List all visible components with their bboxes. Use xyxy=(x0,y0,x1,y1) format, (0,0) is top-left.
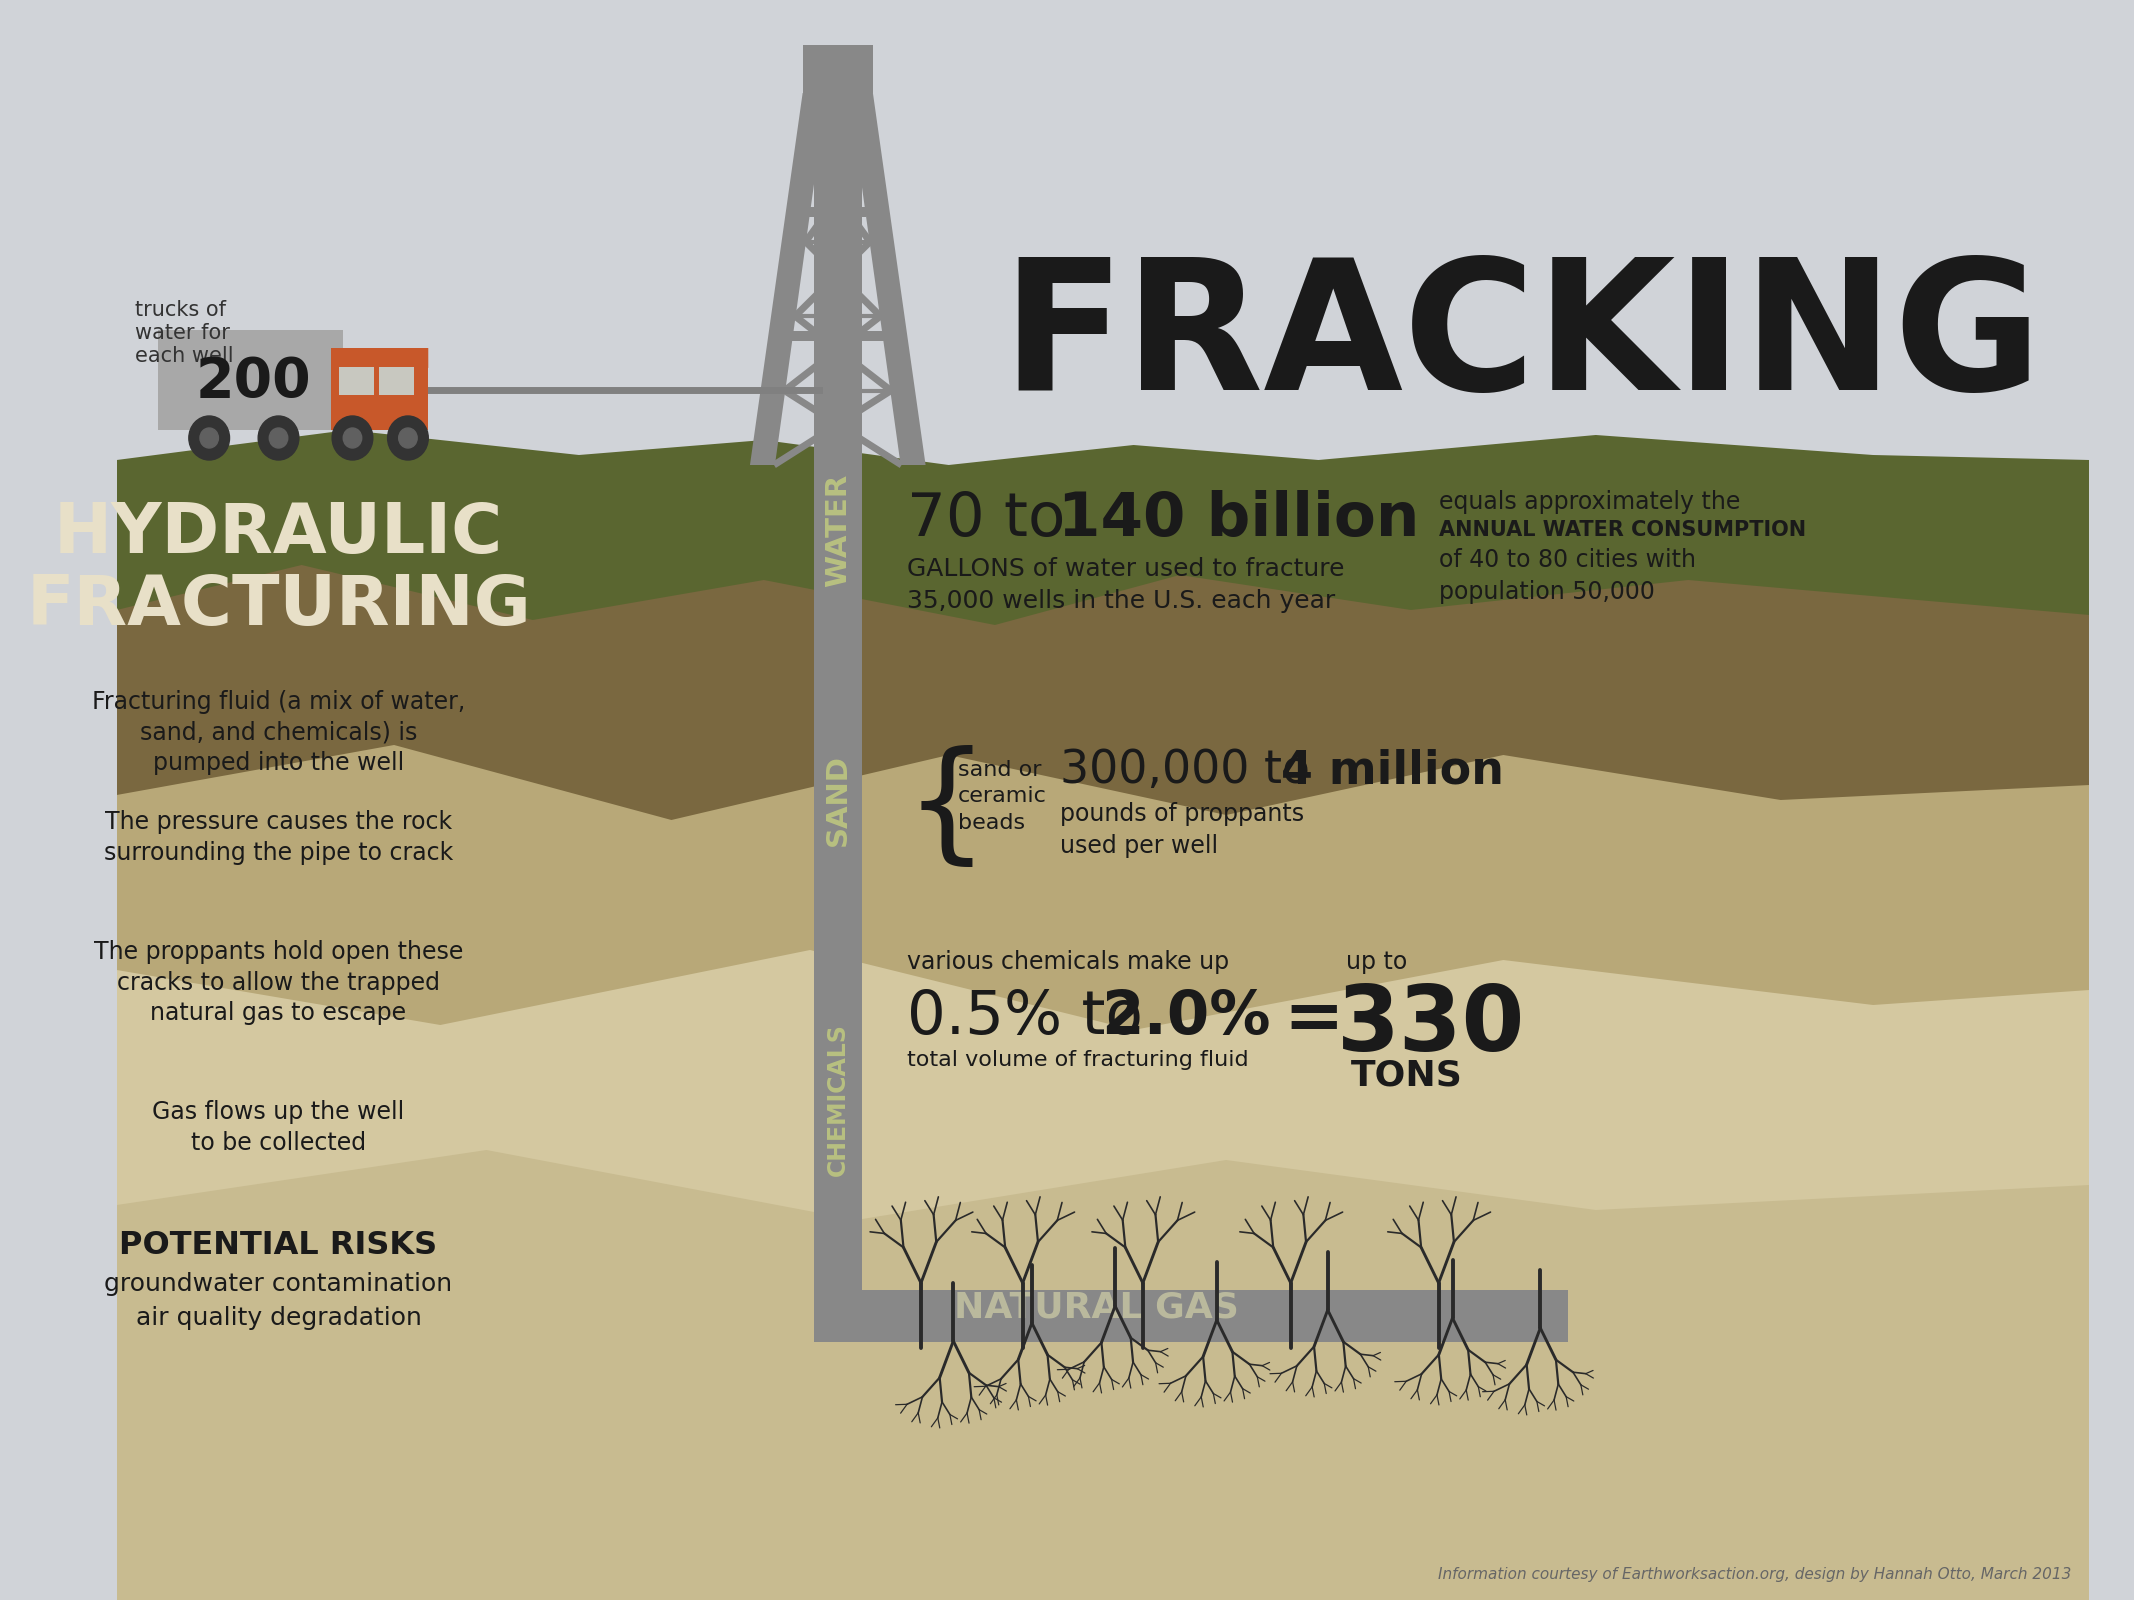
Polygon shape xyxy=(117,950,2089,1600)
Text: 200: 200 xyxy=(196,355,312,410)
Text: 330: 330 xyxy=(1338,982,1526,1070)
Circle shape xyxy=(269,427,288,448)
Text: ANNUAL WATER CONSUMPTION: ANNUAL WATER CONSUMPTION xyxy=(1438,520,1805,541)
Text: CHEMICALS: CHEMICALS xyxy=(826,1024,849,1176)
Text: The proppants hold open these
cracks to allow the trapped
natural gas to escape: The proppants hold open these cracks to … xyxy=(94,939,463,1026)
Text: Fracturing fluid (a mix of water,
sand, and chemicals) is
pumped into the well: Fracturing fluid (a mix of water, sand, … xyxy=(92,690,465,776)
Polygon shape xyxy=(117,430,2089,1600)
Circle shape xyxy=(258,416,299,461)
Text: 4 million: 4 million xyxy=(1283,749,1504,794)
Polygon shape xyxy=(117,1150,2089,1600)
Polygon shape xyxy=(117,746,2089,1600)
Text: various chemicals make up: various chemicals make up xyxy=(907,950,1229,974)
Circle shape xyxy=(399,427,416,448)
Polygon shape xyxy=(117,565,2089,1600)
FancyBboxPatch shape xyxy=(813,90,862,1320)
FancyBboxPatch shape xyxy=(809,206,866,218)
Text: 2.0%: 2.0% xyxy=(1101,987,1272,1046)
Text: POTENTIAL RISKS: POTENTIAL RISKS xyxy=(120,1230,437,1261)
FancyBboxPatch shape xyxy=(813,1290,1184,1342)
Text: 140 billion: 140 billion xyxy=(1058,490,1419,549)
Text: trucks of
water for
each well: trucks of water for each well xyxy=(134,301,235,366)
Polygon shape xyxy=(117,1350,2089,1600)
Text: 70 to: 70 to xyxy=(907,490,1084,549)
Text: pounds of proppants
used per well: pounds of proppants used per well xyxy=(1061,802,1304,858)
Circle shape xyxy=(344,427,363,448)
Polygon shape xyxy=(749,93,826,466)
Circle shape xyxy=(333,416,373,461)
Text: GALLONS of water used to fracture
35,000 wells in the U.S. each year: GALLONS of water used to fracture 35,000… xyxy=(907,557,1344,613)
Text: 300,000 to: 300,000 to xyxy=(1061,749,1325,794)
FancyBboxPatch shape xyxy=(380,366,414,395)
Text: NATURAL GAS: NATURAL GAS xyxy=(954,1291,1240,1325)
Text: =: = xyxy=(1283,986,1344,1054)
Circle shape xyxy=(188,416,230,461)
Text: TONS: TONS xyxy=(1351,1058,1462,1091)
Circle shape xyxy=(388,416,429,461)
Text: WATER: WATER xyxy=(824,474,851,587)
Text: Information courtesy of Earthworksaction.org, design by Hannah Otto, March 2013: Information courtesy of Earthworksaction… xyxy=(1438,1566,2070,1582)
Text: of 40 to 80 cities with
population 50,000: of 40 to 80 cities with population 50,00… xyxy=(1438,547,1697,603)
Text: total volume of fracturing fluid: total volume of fracturing fluid xyxy=(907,1050,1248,1070)
Polygon shape xyxy=(331,349,429,368)
FancyBboxPatch shape xyxy=(331,349,429,430)
Text: Gas flows up the well
to be collected: Gas flows up the well to be collected xyxy=(152,1101,405,1155)
Text: equals approximately the: equals approximately the xyxy=(1438,490,1739,514)
Text: The pressure causes the rock
surrounding the pipe to crack: The pressure causes the rock surrounding… xyxy=(105,810,452,864)
FancyBboxPatch shape xyxy=(802,45,873,93)
Text: groundwater contamination
air quality degradation: groundwater contamination air quality de… xyxy=(105,1272,452,1330)
FancyBboxPatch shape xyxy=(813,1290,1568,1342)
Text: HYDRAULIC
FRACTURING: HYDRAULIC FRACTURING xyxy=(26,499,531,640)
FancyBboxPatch shape xyxy=(339,366,373,395)
FancyBboxPatch shape xyxy=(158,330,344,430)
Text: up to: up to xyxy=(1347,950,1408,974)
Text: FRACKING: FRACKING xyxy=(1001,251,2042,427)
Polygon shape xyxy=(849,93,926,466)
Circle shape xyxy=(201,427,218,448)
Text: {: { xyxy=(905,746,988,872)
Text: 0.5% to: 0.5% to xyxy=(907,987,1163,1046)
Text: SAND: SAND xyxy=(824,754,851,846)
Text: sand or
ceramic
beads: sand or ceramic beads xyxy=(958,760,1048,832)
FancyBboxPatch shape xyxy=(792,331,883,341)
